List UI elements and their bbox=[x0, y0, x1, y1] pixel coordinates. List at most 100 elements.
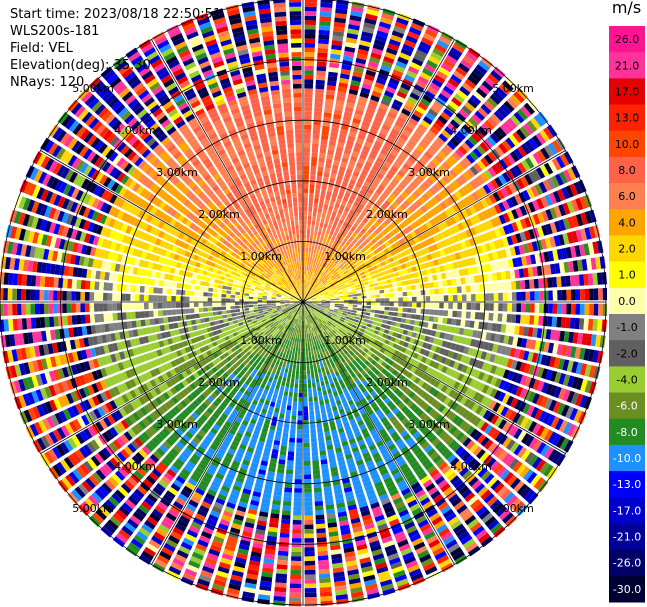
range-gate bbox=[475, 303, 481, 311]
range-gate bbox=[340, 252, 346, 258]
range-gate bbox=[500, 271, 507, 280]
range-gate bbox=[323, 171, 330, 178]
range-gate bbox=[379, 289, 385, 294]
range-gate bbox=[318, 240, 323, 246]
range-gate bbox=[438, 66, 451, 77]
range-gate bbox=[421, 269, 428, 276]
range-gate bbox=[319, 152, 326, 159]
range-gate bbox=[347, 294, 353, 297]
range-gate bbox=[324, 167, 331, 173]
range-gate bbox=[568, 331, 574, 343]
range-gate bbox=[554, 173, 564, 186]
range-gate bbox=[316, 70, 326, 76]
range-gate bbox=[340, 241, 346, 247]
range-gate bbox=[303, 165, 310, 171]
range-gate bbox=[350, 285, 356, 289]
range-gate bbox=[304, 293, 306, 298]
range-gate bbox=[338, 263, 344, 269]
range-gate bbox=[323, 112, 332, 118]
range-gate bbox=[454, 252, 461, 260]
range-gate bbox=[543, 127, 554, 140]
range-gate bbox=[416, 302, 422, 308]
range-gate bbox=[500, 324, 507, 333]
range-gate bbox=[561, 289, 567, 301]
range-gate bbox=[472, 266, 478, 274]
range-gate bbox=[358, 129, 368, 137]
range-gate bbox=[321, 304, 326, 306]
range-gate bbox=[312, 288, 316, 293]
range-gate bbox=[363, 180, 371, 188]
range-gate bbox=[306, 243, 309, 248]
range-gate bbox=[507, 292, 513, 301]
range-gate bbox=[374, 242, 380, 249]
range-gate bbox=[322, 247, 327, 252]
range-gate bbox=[337, 142, 345, 149]
range-gate bbox=[410, 151, 420, 160]
range-gate bbox=[303, 147, 311, 153]
range-gate bbox=[366, 302, 372, 306]
range-gate bbox=[320, 295, 325, 298]
range-gate bbox=[306, 296, 311, 300]
range-gate bbox=[314, 193, 320, 199]
range-gate bbox=[438, 310, 444, 316]
range-gate bbox=[303, 433, 310, 439]
range-gate bbox=[314, 501, 324, 507]
range-gate bbox=[416, 208, 424, 216]
range-gate bbox=[581, 258, 588, 271]
range-gate bbox=[311, 378, 316, 384]
range-gate bbox=[304, 102, 313, 107]
range-gate bbox=[343, 279, 349, 284]
range-gate bbox=[304, 510, 313, 516]
range-gate bbox=[445, 172, 455, 181]
range-gate bbox=[435, 119, 445, 129]
range-gate bbox=[353, 253, 360, 259]
range-gate bbox=[419, 263, 426, 270]
range-gate bbox=[399, 275, 406, 281]
range-gate bbox=[304, 547, 315, 552]
range-gate bbox=[312, 138, 320, 144]
range-gate bbox=[438, 164, 448, 174]
range-gate bbox=[303, 183, 309, 189]
range-gate bbox=[476, 160, 486, 170]
range-gate bbox=[540, 238, 548, 250]
range-gate bbox=[315, 279, 319, 284]
range-gate bbox=[308, 211, 312, 217]
range-gate bbox=[313, 277, 317, 283]
range-gate bbox=[378, 314, 384, 319]
range-gate bbox=[360, 289, 366, 293]
range-gate bbox=[348, 270, 354, 275]
range-gate bbox=[456, 201, 464, 211]
range-gate bbox=[310, 276, 313, 281]
range-gate bbox=[324, 233, 329, 239]
range-gate bbox=[549, 207, 558, 219]
range-gate bbox=[306, 295, 310, 299]
range-gate bbox=[320, 591, 333, 597]
range-gate bbox=[417, 102, 429, 111]
range-gate bbox=[420, 205, 428, 214]
range-gate bbox=[324, 365, 329, 371]
range-gate bbox=[311, 451, 319, 457]
range-gate bbox=[369, 128, 378, 136]
range-gate bbox=[300, 351, 303, 357]
range-gate bbox=[389, 181, 397, 189]
range-gate bbox=[544, 145, 554, 158]
range-gate bbox=[313, 258, 317, 263]
range-gate bbox=[473, 162, 483, 173]
range-gate bbox=[342, 231, 348, 237]
range-gate bbox=[445, 255, 452, 263]
range-gate bbox=[277, 463, 285, 470]
range-gate bbox=[334, 281, 340, 286]
range-gate bbox=[343, 111, 353, 118]
range-gate bbox=[436, 39, 450, 50]
range-gate bbox=[465, 182, 474, 193]
range-gate bbox=[553, 205, 562, 218]
range-gate bbox=[312, 299, 317, 301]
range-gate bbox=[343, 270, 349, 275]
range-gate bbox=[598, 288, 603, 301]
range-gate bbox=[347, 289, 352, 293]
range-gate bbox=[323, 116, 331, 123]
range-gate bbox=[352, 299, 358, 302]
range-gate bbox=[310, 346, 314, 352]
range-gate bbox=[390, 321, 397, 327]
range-gate bbox=[326, 253, 330, 259]
